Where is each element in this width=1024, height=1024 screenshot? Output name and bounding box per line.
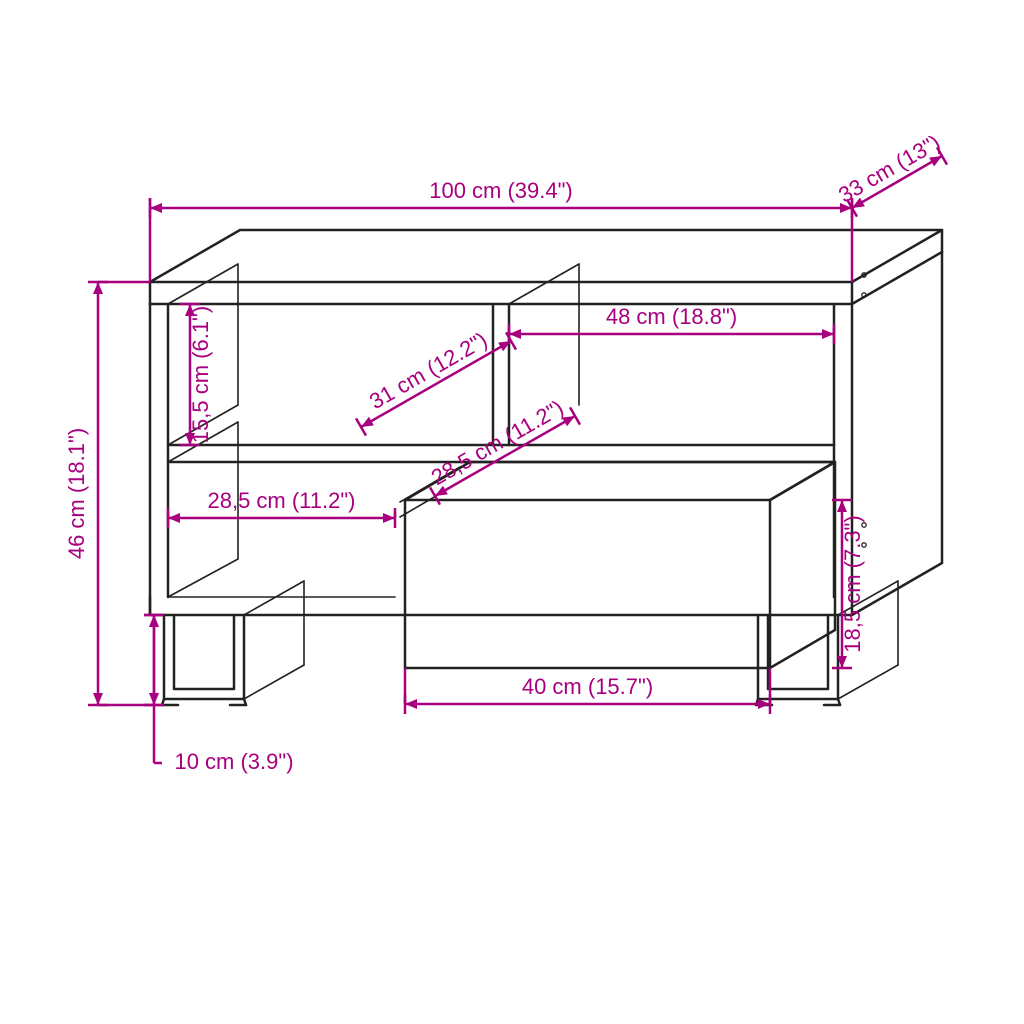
furniture-dimension-diagram: 100 cm (39.4") 33 cm (13") 46 cm (18.1") 15… [0,0,1024,1024]
dim-lower-285: 28,5 cm (11.2") [207,488,355,513]
dim-depth-33: 33 cm (13") [834,129,944,207]
dim-depth-31: 31 cm (12.2") [365,327,491,414]
furniture-outline [150,230,942,705]
dim-height-46: 46 cm (18.1") [64,428,89,559]
dimension-lines [88,147,947,763]
dim-drawer-h-185: 18,5 cm (7.3") [840,515,865,652]
dim-width-100: 100 cm (39.4") [429,178,573,203]
dim-shelf-48: 48 cm (18.8") [606,304,737,329]
dimension-labels: 100 cm (39.4") 33 cm (13") 46 cm (18.1") 15… [64,129,944,774]
dim-leg-10: 10 cm (3.9") [174,749,293,774]
dim-drawer-depth-285: 28,5 cm (11.2") [427,395,568,490]
dim-shelf-h-155: 15,5 cm (6.1") [188,306,213,443]
dim-drawer-w-40: 40 cm (15.7") [522,674,653,699]
